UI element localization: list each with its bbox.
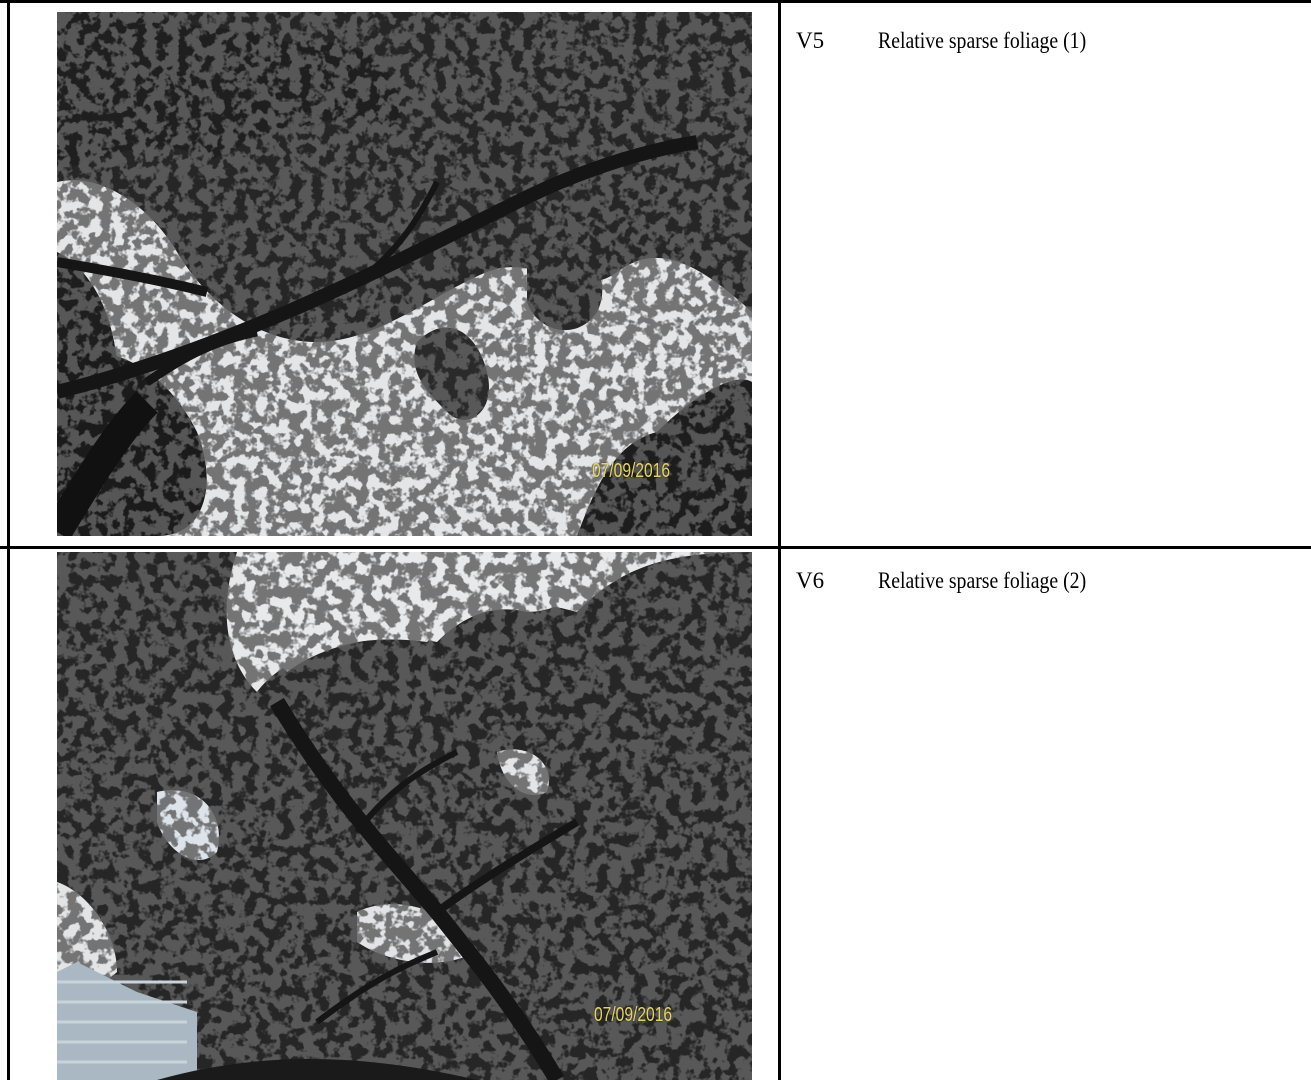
table-top-border — [0, 0, 1311, 3]
table-row: 07/09/2016 V6 Relative sparse foliage (2… — [0, 549, 1311, 1080]
tree-canopy-photo-v5: 07/09/2016 — [57, 12, 752, 536]
viewpoint-code: V6 — [796, 568, 825, 593]
column-divider — [778, 0, 781, 1080]
tree-canopy-photo-v6: 07/09/2016 — [57, 552, 752, 1080]
table-left-border — [7, 0, 10, 1080]
viewpoint-description: Relative sparse foliage (1) — [878, 28, 1087, 53]
table-row: 07/09/2016 V5 Relative sparse foliage (1… — [57, 12, 1087, 536]
date-stamp: 07/09/2016 — [594, 1004, 673, 1026]
row-divider — [0, 546, 1311, 549]
viewpoint-code: V5 — [796, 28, 825, 53]
viewpoint-description: Relative sparse foliage (2) — [878, 568, 1087, 593]
date-stamp: 07/09/2016 — [592, 460, 671, 482]
